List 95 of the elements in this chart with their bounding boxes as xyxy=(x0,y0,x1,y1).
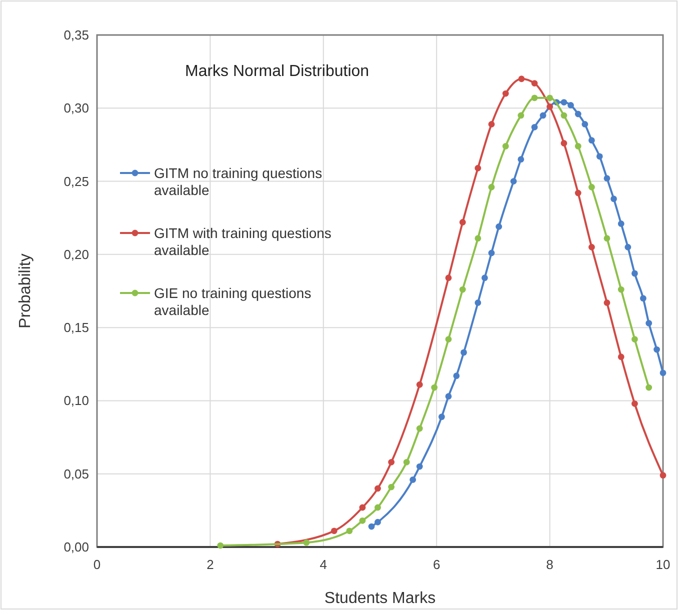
point xyxy=(560,112,568,119)
point xyxy=(438,414,445,420)
point xyxy=(303,539,310,546)
point xyxy=(416,425,423,432)
point xyxy=(546,103,553,110)
point xyxy=(660,472,666,479)
x-tick-label: 2 xyxy=(206,557,214,572)
point xyxy=(604,300,610,306)
point xyxy=(588,244,595,250)
point xyxy=(618,354,624,360)
x-tick-label: 6 xyxy=(432,557,440,572)
point xyxy=(445,274,452,282)
y-axis-title: Probability xyxy=(17,254,34,328)
point xyxy=(531,80,538,86)
legend-label: GITM no training questions available xyxy=(154,165,322,198)
point xyxy=(588,137,595,144)
point xyxy=(531,94,538,102)
point xyxy=(359,517,366,524)
point xyxy=(646,320,652,326)
point xyxy=(518,112,524,119)
point xyxy=(502,90,509,97)
point xyxy=(618,286,624,293)
point xyxy=(610,196,617,202)
point xyxy=(460,349,467,356)
point xyxy=(474,164,482,172)
point xyxy=(574,190,582,196)
point xyxy=(374,518,381,526)
point xyxy=(459,219,466,226)
x-tick-label: 10 xyxy=(656,557,670,572)
point xyxy=(510,178,517,184)
point xyxy=(488,184,495,190)
point xyxy=(445,336,452,342)
point xyxy=(560,99,568,106)
y-tick-label: 0,10 xyxy=(64,393,89,408)
point xyxy=(568,102,574,108)
x-tick-label: 0 xyxy=(93,557,101,572)
point xyxy=(410,476,416,483)
x-axis-title: Students Marks xyxy=(324,590,436,607)
point xyxy=(374,504,381,511)
y-tick-label: 0,35 xyxy=(64,28,89,42)
point xyxy=(632,270,638,277)
point xyxy=(646,384,652,391)
point xyxy=(574,110,582,118)
point xyxy=(453,372,460,380)
point xyxy=(624,244,632,250)
y-tick-label: 0,00 xyxy=(64,540,89,554)
point xyxy=(540,112,546,119)
point xyxy=(474,300,482,306)
point xyxy=(560,140,568,146)
point xyxy=(488,121,495,128)
point xyxy=(518,76,525,82)
point xyxy=(582,121,588,128)
point xyxy=(346,528,353,534)
point xyxy=(368,523,375,530)
point xyxy=(618,220,624,227)
point xyxy=(474,235,482,242)
point xyxy=(374,485,381,492)
point xyxy=(388,458,395,466)
y-tick-label: 0,20 xyxy=(64,246,89,262)
point xyxy=(632,336,638,342)
point xyxy=(574,142,582,150)
x-tick-label: 8 xyxy=(546,557,554,572)
y-tick-label: 0,05 xyxy=(64,466,89,482)
point xyxy=(403,458,410,466)
point xyxy=(640,295,646,302)
point xyxy=(518,156,524,163)
point xyxy=(416,381,423,388)
point xyxy=(217,542,224,549)
legend-label: GIE no training questions available xyxy=(154,285,312,318)
y-tick-label: 0,25 xyxy=(64,174,89,189)
point xyxy=(416,463,423,470)
point xyxy=(502,142,509,150)
point xyxy=(632,400,638,407)
point xyxy=(359,504,366,511)
point xyxy=(496,223,502,230)
point xyxy=(604,235,610,242)
point xyxy=(431,384,438,391)
point xyxy=(445,393,452,400)
point xyxy=(588,184,595,190)
point xyxy=(488,250,495,256)
point xyxy=(531,124,538,130)
y-tick-label: 0,30 xyxy=(64,100,89,116)
point xyxy=(459,286,466,293)
point xyxy=(330,528,338,534)
legend-label: GITM with training questions available xyxy=(154,225,332,258)
point xyxy=(596,153,603,160)
point xyxy=(604,175,610,182)
point xyxy=(482,274,488,282)
point xyxy=(660,370,666,376)
x-tick-label: 4 xyxy=(320,557,328,572)
y-tick-label: 0,15 xyxy=(64,320,89,336)
text: Marks Normal Distribution xyxy=(185,63,370,80)
point xyxy=(388,484,395,490)
point xyxy=(654,346,660,353)
point xyxy=(546,94,553,102)
